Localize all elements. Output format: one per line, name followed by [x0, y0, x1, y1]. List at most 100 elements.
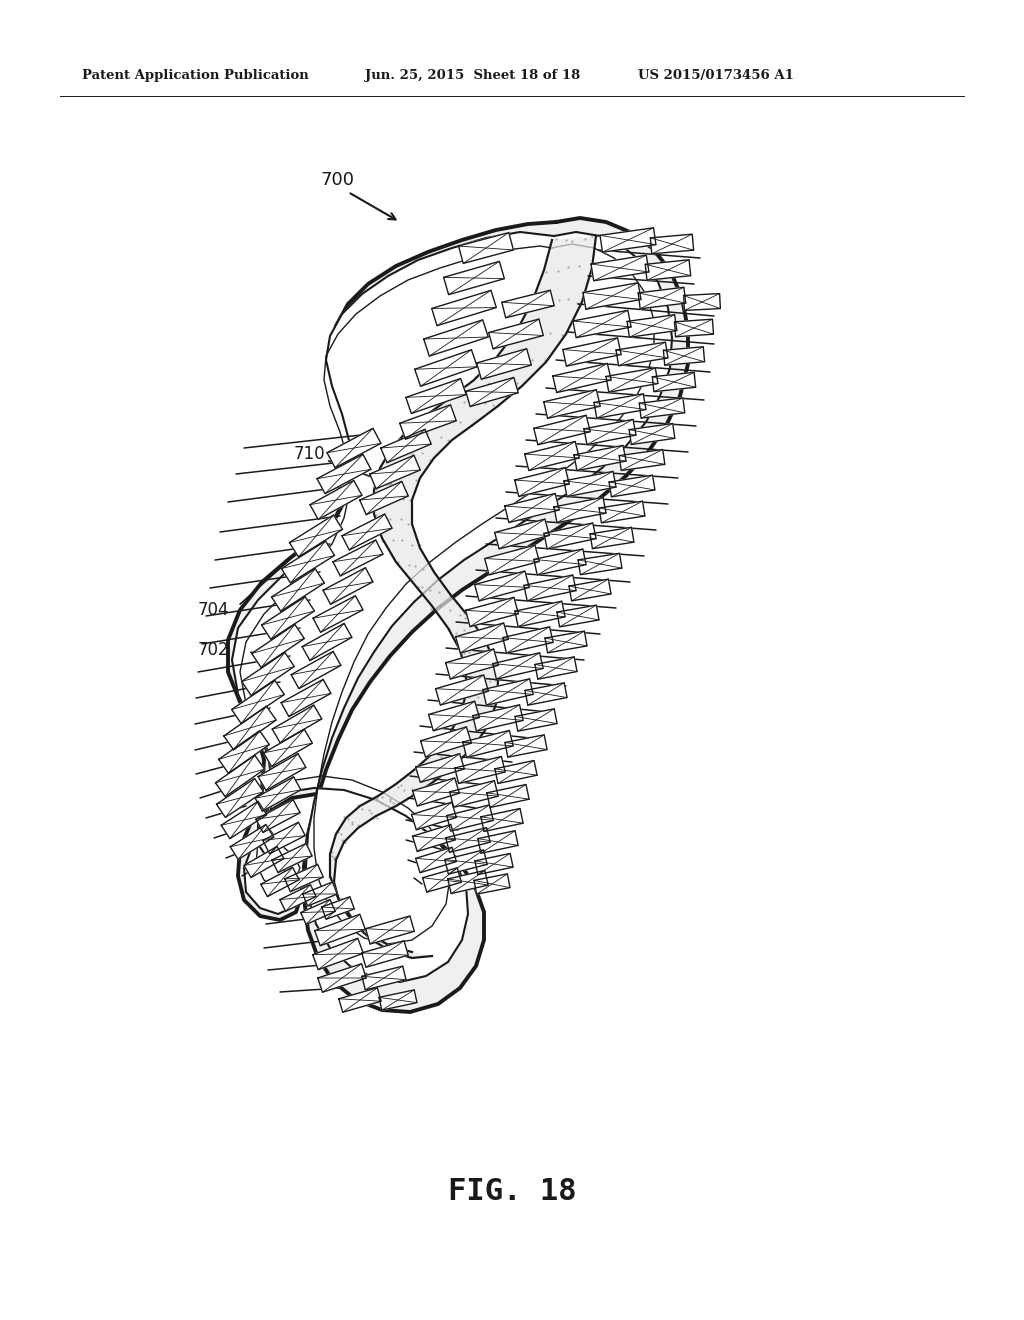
Polygon shape [216, 779, 263, 817]
Text: 710: 710 [294, 445, 326, 463]
Polygon shape [256, 800, 300, 833]
Polygon shape [242, 652, 294, 696]
Polygon shape [219, 731, 269, 774]
Polygon shape [594, 393, 646, 418]
Polygon shape [535, 657, 578, 680]
Polygon shape [303, 882, 337, 906]
Polygon shape [435, 675, 488, 705]
Polygon shape [381, 429, 431, 463]
Polygon shape [232, 232, 672, 982]
Polygon shape [684, 293, 720, 310]
Polygon shape [474, 874, 510, 894]
Polygon shape [271, 843, 312, 873]
Polygon shape [478, 830, 518, 853]
Polygon shape [290, 515, 343, 557]
Polygon shape [609, 475, 655, 496]
Polygon shape [406, 379, 466, 413]
Polygon shape [379, 990, 417, 1010]
Polygon shape [463, 730, 513, 758]
Text: US 2015/0173456 A1: US 2015/0173456 A1 [638, 69, 794, 82]
Polygon shape [544, 523, 596, 549]
Polygon shape [583, 282, 641, 309]
Polygon shape [495, 760, 538, 784]
Polygon shape [484, 545, 540, 576]
Polygon shape [524, 576, 577, 601]
Polygon shape [652, 372, 695, 392]
Polygon shape [591, 255, 649, 281]
Polygon shape [424, 319, 488, 356]
Polygon shape [415, 350, 477, 387]
Polygon shape [564, 471, 616, 496]
Polygon shape [505, 494, 559, 523]
Polygon shape [475, 572, 529, 601]
Polygon shape [455, 756, 505, 784]
Polygon shape [282, 541, 335, 583]
Polygon shape [524, 441, 580, 470]
Text: 700: 700 [319, 172, 354, 189]
Polygon shape [330, 236, 596, 958]
Polygon shape [553, 363, 611, 392]
Polygon shape [579, 553, 622, 574]
Polygon shape [466, 378, 518, 407]
Polygon shape [291, 651, 341, 689]
Polygon shape [285, 865, 324, 892]
Polygon shape [263, 822, 305, 854]
Polygon shape [473, 705, 523, 731]
Polygon shape [399, 405, 457, 440]
Polygon shape [301, 899, 335, 924]
Polygon shape [261, 597, 314, 639]
Polygon shape [282, 680, 331, 717]
Polygon shape [481, 809, 523, 832]
Polygon shape [638, 288, 686, 309]
Polygon shape [645, 260, 691, 280]
Polygon shape [314, 915, 366, 945]
Text: Jun. 25, 2015  Sheet 18 of 18: Jun. 25, 2015 Sheet 18 of 18 [365, 69, 581, 82]
Polygon shape [370, 455, 420, 488]
Polygon shape [502, 290, 554, 318]
Polygon shape [258, 754, 306, 791]
Polygon shape [456, 623, 508, 653]
Polygon shape [416, 847, 457, 873]
Polygon shape [271, 569, 325, 611]
Polygon shape [445, 828, 490, 853]
Polygon shape [544, 389, 600, 418]
Polygon shape [423, 867, 462, 892]
Polygon shape [317, 454, 371, 494]
Polygon shape [228, 218, 688, 1012]
Polygon shape [221, 801, 267, 838]
Polygon shape [515, 601, 565, 627]
Polygon shape [252, 624, 304, 668]
Polygon shape [600, 228, 656, 252]
Polygon shape [486, 784, 529, 808]
Polygon shape [342, 513, 392, 550]
Polygon shape [482, 678, 534, 705]
Polygon shape [639, 397, 685, 418]
Polygon shape [327, 428, 381, 467]
Polygon shape [261, 867, 299, 896]
Polygon shape [432, 290, 497, 326]
Polygon shape [450, 780, 499, 808]
Polygon shape [599, 502, 645, 523]
Polygon shape [429, 701, 479, 731]
Polygon shape [323, 568, 373, 605]
Polygon shape [557, 605, 599, 627]
Polygon shape [503, 627, 553, 653]
Polygon shape [554, 498, 606, 523]
Polygon shape [444, 850, 487, 874]
Polygon shape [317, 964, 367, 993]
Polygon shape [310, 480, 362, 520]
Polygon shape [590, 527, 634, 549]
Polygon shape [416, 754, 464, 783]
Polygon shape [413, 777, 460, 807]
Polygon shape [584, 420, 636, 445]
Polygon shape [573, 445, 626, 471]
Polygon shape [312, 939, 364, 970]
Polygon shape [215, 755, 264, 797]
Polygon shape [322, 896, 354, 919]
Polygon shape [459, 232, 513, 264]
Polygon shape [534, 549, 586, 576]
Polygon shape [620, 450, 665, 470]
Polygon shape [443, 261, 505, 294]
Polygon shape [366, 916, 415, 944]
Polygon shape [534, 416, 590, 445]
